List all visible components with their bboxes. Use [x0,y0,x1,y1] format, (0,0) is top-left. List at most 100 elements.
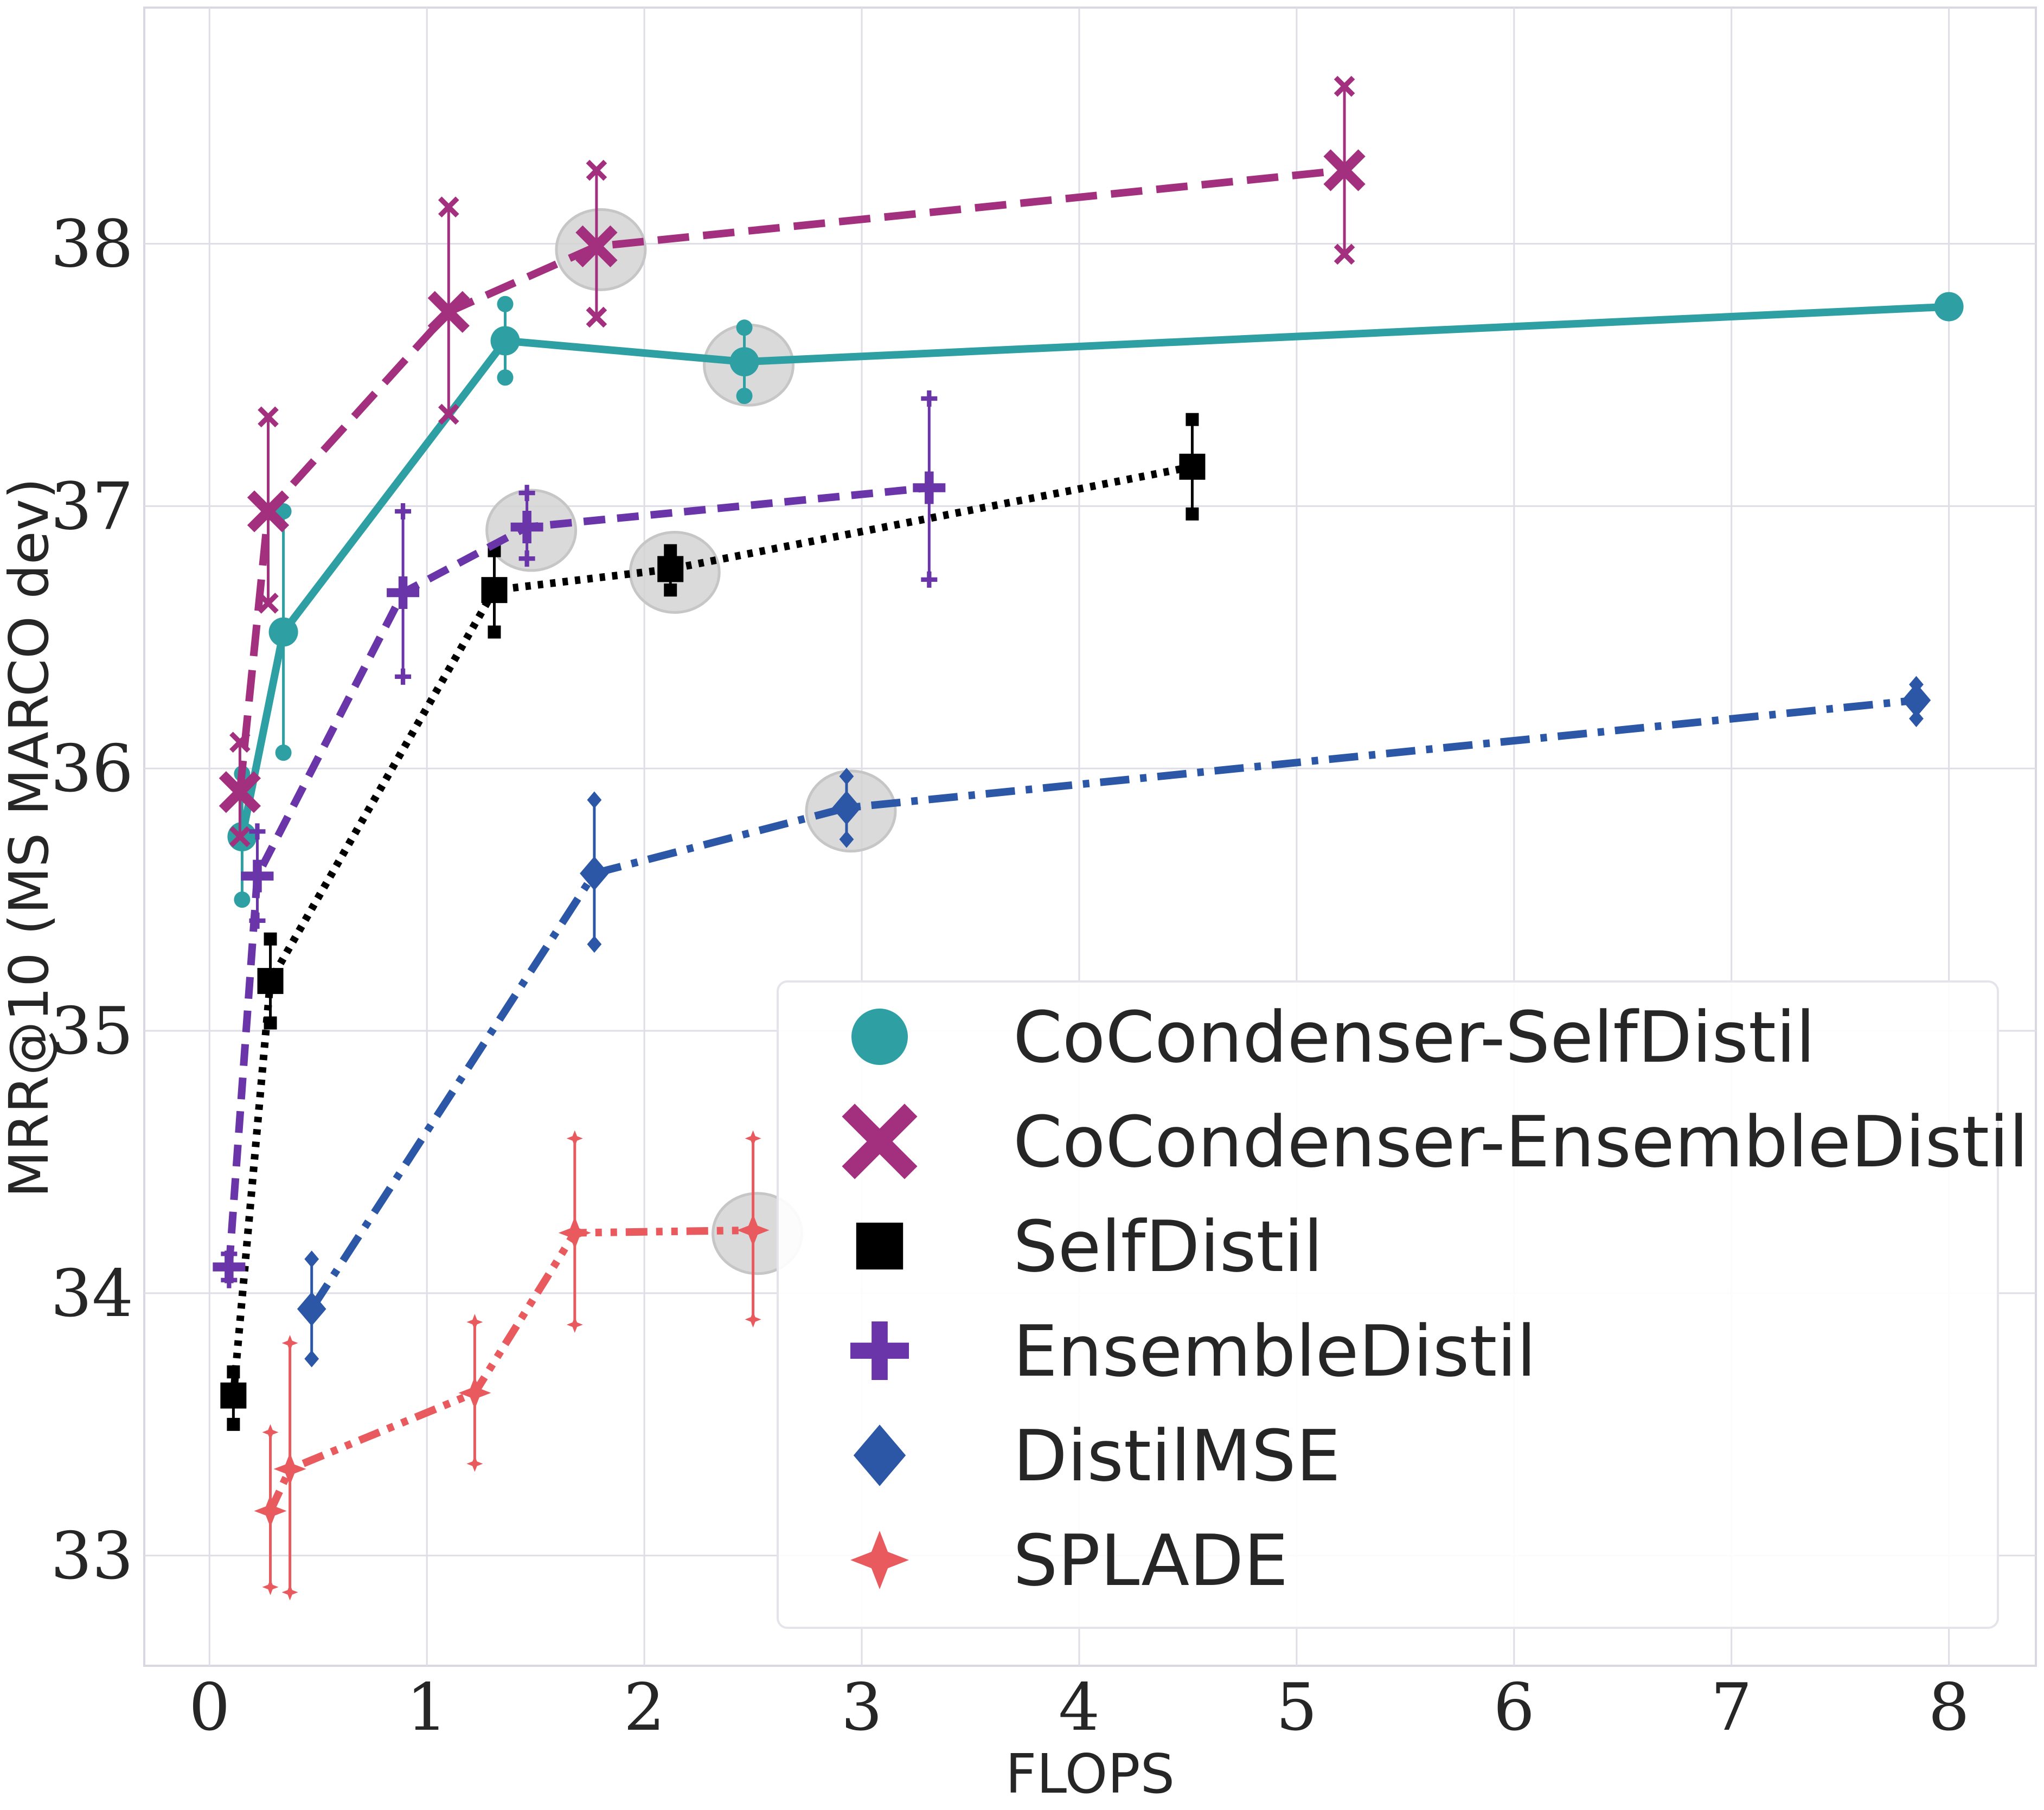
legend-label: CoCondenser-EnsembleDistil [1013,1101,2028,1183]
data-point [510,511,543,544]
data-point-shape [1179,453,1206,480]
data-point-shape [220,1382,247,1409]
data-point [458,1376,491,1409]
error-cap-top-shape [586,159,607,181]
error-cap-bottom [304,1350,319,1368]
error-cap-bottom-shape [395,668,412,685]
x-tick-label: 6 [1494,1670,1535,1745]
legend: CoCondenser-SelfDistil CoCondenser-Ensemb… [777,980,2028,1629]
y-axis-label: MRR@10 (MS MARCO dev) [0,478,61,1198]
error-cap-top [258,406,279,428]
x-tick-label: 5 [1276,1670,1317,1745]
data-point-shape [558,1216,591,1249]
data-point-shape [580,856,609,891]
error-cap-bottom [566,1316,583,1333]
data-point-shape [268,617,298,647]
data-point [1323,149,1366,191]
error-cap-top-shape [921,390,938,407]
error-cap-top-shape [839,767,854,785]
data-point [387,576,420,609]
error-cap-top [395,503,412,520]
legend-label: DistilMSE [1013,1415,1341,1497]
data-point-shape [736,1214,770,1247]
error-cap-top-shape [1186,413,1199,426]
error-cap-bottom [466,1455,483,1472]
y-tick-label: 35 [50,994,133,1069]
error-cap-top-shape [262,1424,279,1441]
error-cap-bottom-shape [1334,243,1355,265]
data-point [241,859,274,893]
error-cap-top [921,390,938,407]
error-cap-bottom-shape [566,1316,583,1333]
error-cap-bottom-shape [304,1350,319,1368]
x-axis-label: FLOPS [1005,1742,1175,1806]
error-cap-bottom-shape [262,1578,279,1595]
legend-marker [851,1009,908,1065]
error-cap-top-shape [264,932,277,946]
error-cap-bottom-shape [586,306,607,328]
data-point-shape [458,1376,491,1409]
error-cap-bottom [395,668,412,685]
error-cap-top-shape [281,1334,298,1351]
error-cap-bottom [839,831,854,848]
data-point [913,471,946,504]
error-cap-top-shape [566,1130,583,1147]
x-tick-label: 2 [624,1670,665,1745]
legend-marker [853,1424,906,1486]
error-cap-bottom-shape [1186,507,1199,521]
data-point-shape [254,1494,287,1527]
error-cap-bottom-shape [281,1584,298,1601]
error-cap-bottom [1909,710,1924,728]
data-point [268,617,298,647]
error-cap-top-shape [587,791,602,809]
error-cap-bottom [1334,243,1355,265]
x-tick-label: 7 [1711,1670,1752,1745]
error-cap-bottom-shape [234,891,251,908]
error-cap-top-shape [249,823,266,840]
error-cap-bottom-shape [275,744,292,761]
error-cap-bottom-shape [587,935,602,953]
error-cap-bottom-shape [736,388,753,405]
data-point [213,1250,246,1283]
error-cap-top [262,1424,279,1441]
error-cap-bottom [518,550,535,567]
error-cap-bottom [234,891,251,908]
data-point-shape [1901,683,1931,717]
error-cap-bottom-shape [488,625,501,639]
data-point-shape [297,1292,326,1326]
error-cap-top [497,296,514,312]
error-cap-bottom [488,625,501,639]
error-cap-bottom [229,826,251,848]
series-DistilMSE [297,676,1931,1368]
series-line [229,463,1193,1396]
error-cap-top-shape [664,544,677,557]
error-cap-top [466,1314,483,1331]
data-point [257,968,284,994]
data-point-shape [913,471,946,504]
data-point-shape [241,859,274,893]
x-tick-label: 1 [406,1670,447,1745]
error-cap-top-shape [438,196,459,218]
legend-marker-shape [853,1424,906,1486]
error-cap-bottom [258,593,279,614]
data-point-shape [273,1453,306,1486]
error-cap-bottom-shape [227,1417,240,1431]
error-cap-top [745,1130,761,1147]
data-point [1179,453,1206,480]
legend-marker-shape [842,1103,918,1179]
data-point-shape [387,576,420,609]
error-cap-bottom [281,1584,298,1601]
series-line [308,696,1917,1311]
x-tick-label: 8 [1928,1670,1969,1745]
data-point-shape [657,556,684,582]
data-point [254,1494,287,1527]
data-point-shape [729,347,759,377]
error-cap-top-shape [395,503,412,520]
error-cap-bottom [736,388,753,405]
data-point-shape [427,291,470,333]
data-point [580,856,609,891]
error-cap-top-shape [466,1314,483,1331]
legend-items: CoCondenser-SelfDistil CoCondenser-Ensemb… [842,996,2028,1602]
error-cap-bottom [262,1578,279,1595]
